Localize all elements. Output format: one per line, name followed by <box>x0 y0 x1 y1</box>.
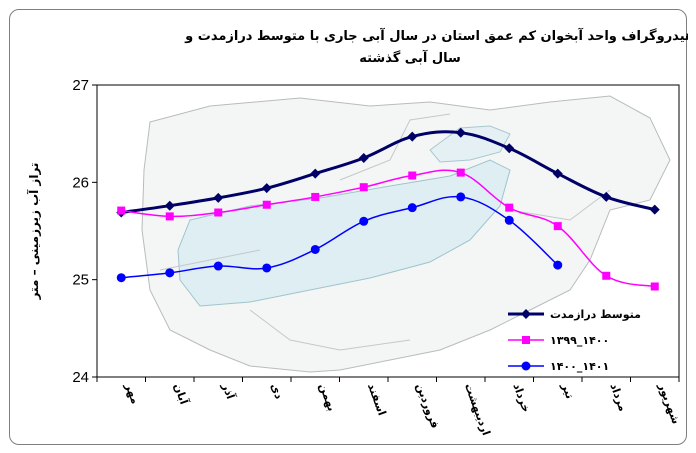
x-axis: مهر آبان آذر دی بهمن اسفند فروردین اردیبهشت خردا… <box>96 377 683 438</box>
legend-entry: ۱۴۰۰_۱۴۰۱ <box>508 360 609 373</box>
data-point <box>213 192 224 203</box>
x-tick-label: بهمن <box>316 382 338 413</box>
legend-label: ۱۳۹۹_۱۴۰۰ <box>550 334 609 347</box>
series-3 <box>116 192 563 283</box>
data-point <box>213 261 223 271</box>
x-tick-label: دی <box>268 382 286 402</box>
data-point <box>650 282 659 291</box>
x-tick-label: خرداد <box>510 382 532 414</box>
legend-entry: متوسط درازمدت <box>508 308 641 321</box>
data-point <box>165 268 175 278</box>
chart-frame: مقایسه هیدروگراف واحد آبخوان کم عمق استا… <box>9 9 688 445</box>
x-tick-label: اسفند <box>365 382 389 418</box>
data-point <box>649 204 660 215</box>
legend-swatch-marker <box>521 361 531 371</box>
data-point <box>117 206 126 215</box>
x-tick-label: اردیبهشت <box>462 382 493 438</box>
series-line <box>121 130 656 214</box>
data-point <box>310 244 320 254</box>
data-point <box>165 212 174 221</box>
series-layer <box>116 127 660 291</box>
data-point <box>553 260 563 270</box>
x-tick-label: تیر <box>559 381 577 401</box>
y-tick-label: 24 <box>72 369 89 386</box>
data-point <box>456 192 466 202</box>
data-point <box>214 208 223 217</box>
series-1 <box>116 127 660 218</box>
x-tick-label: مرداد <box>607 382 629 413</box>
legend-swatch-marker <box>521 309 531 319</box>
series-line <box>121 195 559 279</box>
data-point <box>407 131 418 142</box>
x-tick-label: مهر <box>122 381 142 406</box>
chart-title-line1: مقایسه هیدروگراف واحد آبخوان کم عمق استا… <box>184 27 688 44</box>
x-tick-label: آبان <box>171 381 192 406</box>
y-axis-label: تراز آب زیرزمینی – متر <box>26 163 41 301</box>
data-point <box>262 263 272 273</box>
data-point <box>408 171 417 180</box>
data-point <box>359 183 368 192</box>
x-tick-label: شهریور <box>656 381 683 426</box>
data-point <box>505 203 514 212</box>
data-point <box>456 168 465 177</box>
legend-entry: ۱۳۹۹_۱۴۰۰ <box>508 334 609 347</box>
data-point <box>262 200 271 209</box>
x-tick-label: آذر <box>219 380 238 401</box>
data-point <box>602 271 611 280</box>
x-tick-label: فروردین <box>413 382 441 431</box>
legend-swatch-marker <box>522 336 530 344</box>
y-tick-label: 26 <box>72 174 89 191</box>
data-point <box>553 222 562 231</box>
legend-label: متوسط درازمدت <box>550 308 641 321</box>
chart-svg: مقایسه هیدروگراف واحد آبخوان کم عمق استا… <box>26 27 688 438</box>
data-point <box>164 200 175 211</box>
data-point <box>310 168 321 179</box>
plot-area <box>96 84 680 378</box>
legend: متوسط درازمدت ۱۳۹۹_۱۴۰۰ ۱۴۰۰_۱۴۰۱ <box>508 308 641 373</box>
data-point <box>601 191 612 202</box>
data-point <box>358 153 369 163</box>
chart-title-line2: سال آبی گذشته <box>359 49 461 66</box>
series-2 <box>117 168 659 291</box>
y-tick-label: 27 <box>72 77 89 94</box>
data-point <box>261 183 272 194</box>
data-point <box>116 273 126 283</box>
data-point <box>504 215 514 225</box>
y-tick-label: 25 <box>72 272 89 289</box>
data-point <box>504 143 515 154</box>
y-axis: 24 25 26 27 <box>72 77 97 386</box>
data-point <box>359 216 369 226</box>
legend-label: ۱۴۰۰_۱۴۰۱ <box>550 360 609 373</box>
data-point <box>311 192 320 201</box>
data-point <box>552 168 563 179</box>
data-point <box>407 203 417 213</box>
